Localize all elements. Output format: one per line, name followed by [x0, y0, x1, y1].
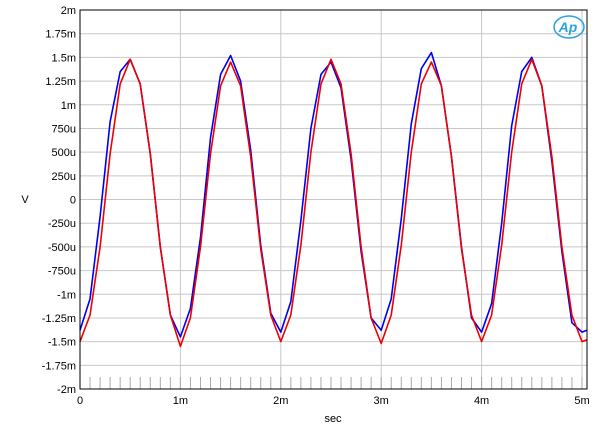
series-group	[79, 51, 588, 348]
x-tick-label: 4m	[474, 395, 489, 407]
y-tick-label: 1.25m	[45, 76, 76, 88]
y-tick-labels: 2m 1.75m 1.5m 1.25m 1m 750u 500u 250u 0 -250u -500…	[42, 5, 76, 396]
x-tick-label: 0	[77, 395, 83, 407]
ap-logo-text: Ap	[558, 19, 578, 35]
y-tick-label: -1.75m	[42, 360, 76, 372]
y-tick-label: -750u	[48, 266, 76, 278]
y-tick-label: -1.25m	[42, 313, 76, 325]
y-tick-label: 2m	[61, 5, 76, 17]
y-tick-label: 1.75m	[45, 29, 76, 41]
y-tick-label: -1m	[57, 289, 76, 301]
y-tick-label: 1.5m	[52, 52, 76, 64]
plot-frame	[79, 9, 588, 390]
y-tick-label: -2m	[57, 384, 76, 396]
series-line-2	[79, 58, 588, 348]
ap-logo-ring	[553, 15, 585, 39]
y-tick-label: 500u	[52, 147, 76, 159]
x-tick-label: 2m	[273, 395, 288, 407]
x-minor-ticks	[79, 377, 583, 389]
y-axis-label: V	[21, 194, 29, 206]
x-tick-labels: 0 1m 2m 3m 4m 5m	[77, 395, 590, 407]
y-tick-label: 1m	[61, 100, 76, 112]
y-tick-label: -500u	[48, 242, 76, 254]
y-tick-label: 250u	[52, 171, 76, 183]
x-tick-label: 1m	[173, 395, 188, 407]
x-axis-label: sec	[324, 413, 342, 425]
x-tick-label: 3m	[374, 395, 389, 407]
y-tick-label: -1.5m	[48, 337, 76, 349]
x-tick-label: 5m	[574, 395, 589, 407]
y-tick-label: -250u	[48, 218, 76, 230]
ap-logo: Ap	[553, 15, 585, 39]
y-tick-label: 0	[70, 195, 76, 207]
y-tick-label: 750u	[52, 123, 76, 135]
